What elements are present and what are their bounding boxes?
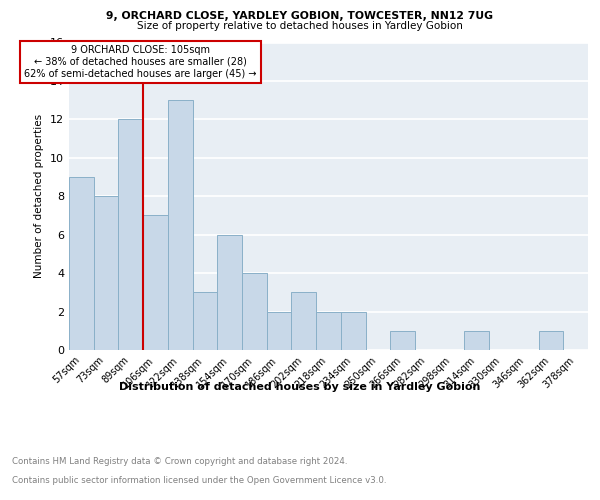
Bar (390, 331, 415, 350)
Bar (217, 234, 242, 350)
Text: 9 ORCHARD CLOSE: 105sqm
← 38% of detached houses are smaller (28)
62% of semi-de: 9 ORCHARD CLOSE: 105sqm ← 38% of detache… (25, 46, 257, 78)
Text: Contains HM Land Registry data © Crown copyright and database right 2024.: Contains HM Land Registry data © Crown c… (12, 458, 347, 466)
Text: Distribution of detached houses by size in Yardley Gobion: Distribution of detached houses by size … (119, 382, 481, 392)
Bar (94, 196, 118, 350)
Text: 9, ORCHARD CLOSE, YARDLEY GOBION, TOWCESTER, NN12 7UG: 9, ORCHARD CLOSE, YARDLEY GOBION, TOWCES… (107, 11, 493, 21)
Bar (242, 273, 267, 350)
Bar (539, 331, 563, 350)
Y-axis label: Number of detached properties: Number of detached properties (34, 114, 44, 278)
Bar (341, 312, 365, 350)
Bar (168, 100, 193, 350)
Bar (69, 177, 94, 350)
Text: Contains public sector information licensed under the Open Government Licence v3: Contains public sector information licen… (12, 476, 386, 485)
Bar (143, 216, 168, 350)
Bar (267, 312, 292, 350)
Bar (464, 331, 489, 350)
Bar (118, 120, 143, 350)
Bar (316, 312, 341, 350)
Text: Size of property relative to detached houses in Yardley Gobion: Size of property relative to detached ho… (137, 21, 463, 31)
Bar (193, 292, 217, 350)
Bar (292, 292, 316, 350)
